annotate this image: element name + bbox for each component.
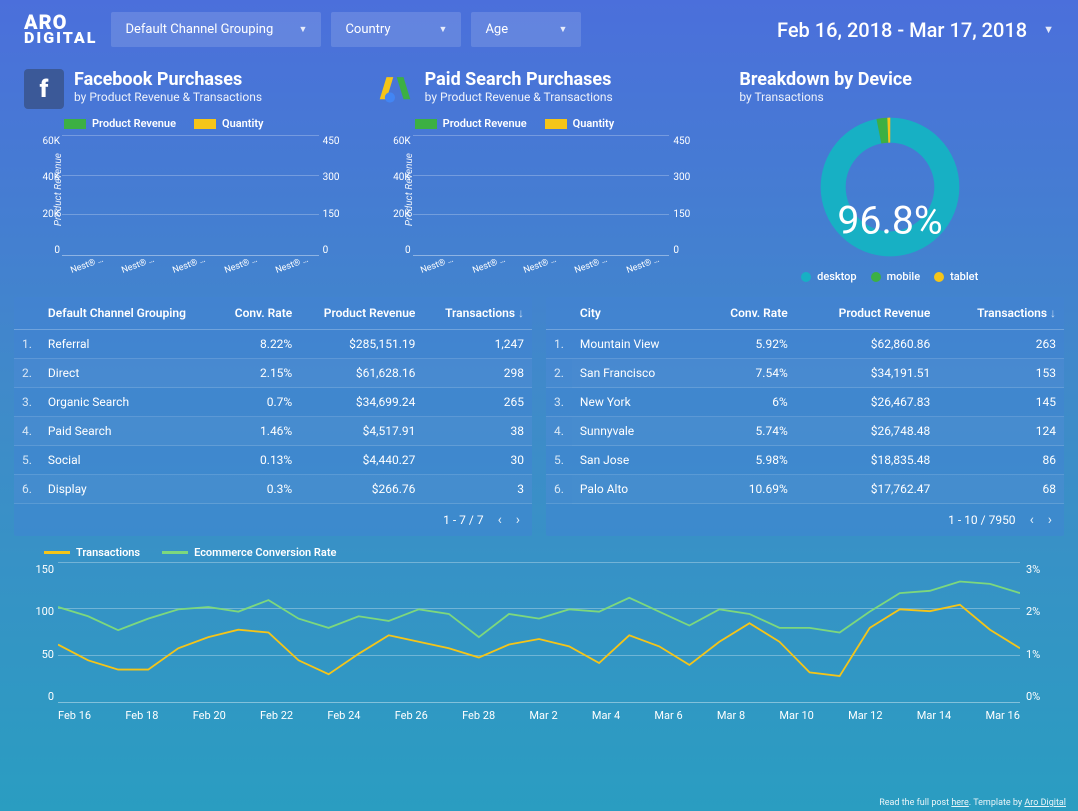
y-ticks-right: 4503001500	[323, 136, 349, 256]
table-city: CityConv. RateProduct RevenueTransaction…	[546, 297, 1064, 536]
table-header[interactable]: Conv. Rate	[698, 297, 795, 330]
table-row[interactable]: 4.Sunnyvale5.74%$26,748.48124	[546, 417, 1064, 446]
legend-swatch	[64, 119, 86, 129]
footer: Read the full post here. Template by Aro…	[879, 798, 1066, 808]
panel-subtitle: by Product Revenue & Transactions	[425, 90, 613, 104]
table-row[interactable]: 3.New York6%$26,467.83145	[546, 388, 1064, 417]
chevron-down-icon: ▼	[1043, 23, 1054, 36]
panel-title: Paid Search Purchases	[425, 69, 613, 90]
chevron-down-icon: ▼	[439, 24, 448, 35]
line-chart	[58, 563, 1020, 703]
table-header[interactable]: Default Channel Grouping	[40, 297, 216, 330]
table-header[interactable]: Conv. Rate	[216, 297, 300, 330]
pager-prev[interactable]: ‹	[1030, 512, 1034, 528]
pager-next[interactable]: ›	[1048, 512, 1052, 528]
filter-age[interactable]: Age▼	[471, 12, 581, 47]
legend-swatch	[44, 551, 70, 554]
filter-country[interactable]: Country▼	[331, 12, 461, 47]
adwords-icon	[375, 69, 415, 109]
x-axis-labels: Nest® Cam…Nest® Lear…Nest® Cam…Nest® Pro…	[413, 260, 670, 270]
line-chart-legend: Transactions Ecommerce Conversion Rate	[24, 546, 1054, 559]
donut-chart: 96.8% desktop mobile tablet	[725, 112, 1054, 283]
filter-channel-grouping[interactable]: Default Channel Grouping▼	[111, 12, 321, 47]
table-row[interactable]: 1.Referral8.22%$285,151.191,247	[14, 330, 532, 359]
pager-prev[interactable]: ‹	[498, 512, 502, 528]
table-row[interactable]: 4.Paid Search1.46%$4,517.9138	[14, 417, 532, 446]
x-axis-labels: Nest® Cam…Nest® Lear…Nest® Cam…Nest® Pro…	[62, 260, 319, 270]
facebook-icon: f	[24, 69, 64, 109]
x-axis-labels: Feb 16Feb 18Feb 20Feb 22Feb 24Feb 26Feb …	[58, 709, 1020, 722]
table-row[interactable]: 2.Direct2.15%$61,628.16298	[14, 359, 532, 388]
panel-facebook: f Facebook Purchases by Product Revenue …	[24, 69, 353, 283]
table-row[interactable]: 5.Social0.13%$4,440.2730	[14, 446, 532, 475]
table-row[interactable]: 6.Palo Alto10.69%$17,762.4768	[546, 475, 1064, 504]
panel-subtitle: by Product Revenue & Transactions	[74, 90, 262, 104]
svg-text:96.8%: 96.8%	[837, 197, 942, 243]
panel-subtitle: by Transactions	[739, 90, 912, 104]
chevron-down-icon: ▼	[299, 24, 308, 35]
panel-device: Breakdown by Device by Transactions 96.8…	[725, 69, 1054, 283]
y-ticks-left: 60K40K20K0	[38, 136, 60, 256]
bar-chart-paidsearch: Product Revenue 60K40K20K0 4503001500	[375, 136, 704, 276]
logo: ARODIGITAL	[24, 13, 97, 45]
table-header[interactable]: City	[572, 297, 698, 330]
panel-paidsearch: Paid Search Purchases by Product Revenue…	[375, 69, 704, 283]
panel-title: Facebook Purchases	[74, 69, 262, 90]
footer-link-aro[interactable]: Aro Digital	[1024, 798, 1066, 808]
pager-text: 1 - 10 / 7950	[948, 513, 1015, 527]
table-row[interactable]: 1.Mountain View5.92%$62,860.86263	[546, 330, 1064, 359]
panel-title: Breakdown by Device	[739, 69, 912, 90]
legend-swatch	[545, 119, 567, 129]
table-header[interactable]: Transactions ↓	[938, 297, 1064, 330]
table-header[interactable]: Transactions ↓	[423, 297, 532, 330]
table-header[interactable]: Product Revenue	[300, 297, 423, 330]
bar-chart-facebook: Product Revenue 60K40K20K0 4503001500	[24, 136, 353, 276]
table-row[interactable]: 5.San Jose5.98%$18,835.4886	[546, 446, 1064, 475]
y-ticks-right: 4503001500	[673, 136, 699, 256]
legend-swatch	[162, 551, 188, 554]
table-row[interactable]: 6.Display0.3%$266.763	[14, 475, 532, 504]
table-header[interactable]: Product Revenue	[796, 297, 939, 330]
donut-legend: desktop mobile tablet	[801, 270, 978, 283]
chevron-down-icon: ▼	[559, 24, 568, 35]
legend-item: tablet	[934, 270, 978, 283]
line-chart-section: Transactions Ecommerce Conversion Rate 1…	[0, 542, 1078, 741]
chart-legend: Product Revenue Quantity	[375, 117, 704, 130]
date-range-picker[interactable]: Feb 16, 2018 - Mar 17, 2018▼	[777, 18, 1054, 42]
chart-legend: Product Revenue Quantity	[24, 117, 353, 130]
legend-item: desktop	[801, 270, 856, 283]
y-ticks-left: 150100500	[30, 563, 54, 703]
table-row[interactable]: 2.San Francisco7.54%$34,191.51153	[546, 359, 1064, 388]
footer-link-post[interactable]: here	[951, 798, 968, 808]
table-channel: Default Channel GroupingConv. RateProduc…	[14, 297, 532, 536]
legend-swatch	[194, 119, 216, 129]
legend-item: mobile	[871, 270, 921, 283]
y-ticks-left: 60K40K20K0	[389, 136, 411, 256]
legend-swatch	[415, 119, 437, 129]
y-ticks-right: 3%2%1%0%	[1026, 563, 1050, 703]
table-row[interactable]: 3.Organic Search0.7%$34,699.24265	[14, 388, 532, 417]
pager-next[interactable]: ›	[516, 512, 520, 528]
pager-text: 1 - 7 / 7	[443, 513, 483, 527]
